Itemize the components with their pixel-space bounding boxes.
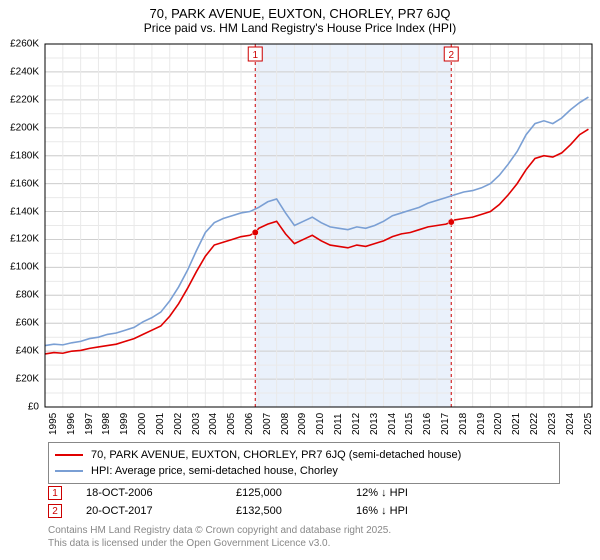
x-tick-label: 2007 <box>262 413 273 435</box>
x-tick-label: 2022 <box>529 413 540 435</box>
x-tick-label: 2003 <box>191 413 202 435</box>
x-tick-label: 1998 <box>101 413 112 435</box>
x-tick-label: 2016 <box>422 413 433 435</box>
legend-swatch <box>55 454 83 456</box>
x-tick-label: 2012 <box>351 413 362 435</box>
x-tick-label: 2006 <box>244 413 255 435</box>
footer: Contains HM Land Registry data © Crown c… <box>48 525 391 550</box>
x-tick-label: 1995 <box>48 413 59 435</box>
svg-text:1: 1 <box>252 50 258 61</box>
y-tick-label: £0 <box>0 402 39 413</box>
x-tick-label: 2008 <box>280 413 291 435</box>
chart-title: 70, PARK AVENUE, EUXTON, CHORLEY, PR7 6J… <box>0 0 600 21</box>
sale-row: 1 18-OCT-2006 £125,000 12% ↓ HPI <box>48 484 476 502</box>
legend-label: HPI: Average price, semi-detached house,… <box>91 465 338 477</box>
x-tick-label: 2013 <box>369 413 380 435</box>
sale-date: 20-OCT-2017 <box>86 505 236 517</box>
x-tick-label: 1997 <box>84 413 95 435</box>
sale-price: £125,000 <box>236 487 356 499</box>
sale-row: 2 20-OCT-2017 £132,500 16% ↓ HPI <box>48 502 476 520</box>
legend-swatch <box>55 470 83 472</box>
x-tick-label: 1999 <box>119 413 130 435</box>
x-tick-label: 2021 <box>511 413 522 435</box>
chart-area: 12 £0£20K£40K£60K£80K£100K£120K£140K£160… <box>2 39 597 429</box>
legend-label: 70, PARK AVENUE, EUXTON, CHORLEY, PR7 6J… <box>91 449 461 461</box>
y-tick-label: £160K <box>0 178 39 189</box>
x-tick-label: 2018 <box>458 413 469 435</box>
chart-subtitle: Price paid vs. HM Land Registry's House … <box>0 21 600 39</box>
legend-item: HPI: Average price, semi-detached house,… <box>55 463 553 479</box>
svg-text:2: 2 <box>448 50 454 61</box>
x-tick-label: 2020 <box>493 413 504 435</box>
y-tick-label: £120K <box>0 234 39 245</box>
x-tick-label: 2024 <box>565 413 576 435</box>
x-tick-label: 1996 <box>66 413 77 435</box>
x-tick-label: 2002 <box>173 413 184 435</box>
y-tick-label: £20K <box>0 374 39 385</box>
x-tick-label: 2011 <box>333 413 344 435</box>
y-tick-label: £220K <box>0 94 39 105</box>
y-tick-label: £200K <box>0 122 39 133</box>
sale-date: 18-OCT-2006 <box>86 487 236 499</box>
footer-line: This data is licensed under the Open Gov… <box>48 538 391 551</box>
y-tick-label: £80K <box>0 290 39 301</box>
x-tick-label: 2001 <box>155 413 166 435</box>
sale-price: £132,500 <box>236 505 356 517</box>
x-tick-label: 2023 <box>547 413 558 435</box>
sale-delta: 12% ↓ HPI <box>356 487 476 499</box>
x-tick-label: 2009 <box>297 413 308 435</box>
y-tick-label: £140K <box>0 206 39 217</box>
legend-item: 70, PARK AVENUE, EUXTON, CHORLEY, PR7 6J… <box>55 447 553 463</box>
x-tick-label: 2015 <box>404 413 415 435</box>
y-tick-label: £260K <box>0 39 39 50</box>
x-tick-label: 2005 <box>226 413 237 435</box>
sales-table: 1 18-OCT-2006 £125,000 12% ↓ HPI 2 20-OC… <box>48 484 476 520</box>
x-tick-label: 2000 <box>137 413 148 435</box>
legend: 70, PARK AVENUE, EUXTON, CHORLEY, PR7 6J… <box>48 442 560 484</box>
y-tick-label: £240K <box>0 66 39 77</box>
sale-marker-icon: 2 <box>48 504 62 518</box>
sale-marker-icon: 1 <box>48 486 62 500</box>
y-tick-label: £40K <box>0 346 39 357</box>
x-tick-label: 2014 <box>387 413 398 435</box>
line-chart-svg: 12 <box>2 39 597 429</box>
y-tick-label: £60K <box>0 318 39 329</box>
sale-delta: 16% ↓ HPI <box>356 505 476 517</box>
y-tick-label: £180K <box>0 150 39 161</box>
footer-line: Contains HM Land Registry data © Crown c… <box>48 525 391 538</box>
x-tick-label: 2019 <box>476 413 487 435</box>
x-tick-label: 2004 <box>208 413 219 435</box>
y-tick-label: £100K <box>0 262 39 273</box>
x-tick-label: 2017 <box>440 413 451 435</box>
x-tick-label: 2010 <box>315 413 326 435</box>
x-tick-label: 2025 <box>583 413 594 435</box>
